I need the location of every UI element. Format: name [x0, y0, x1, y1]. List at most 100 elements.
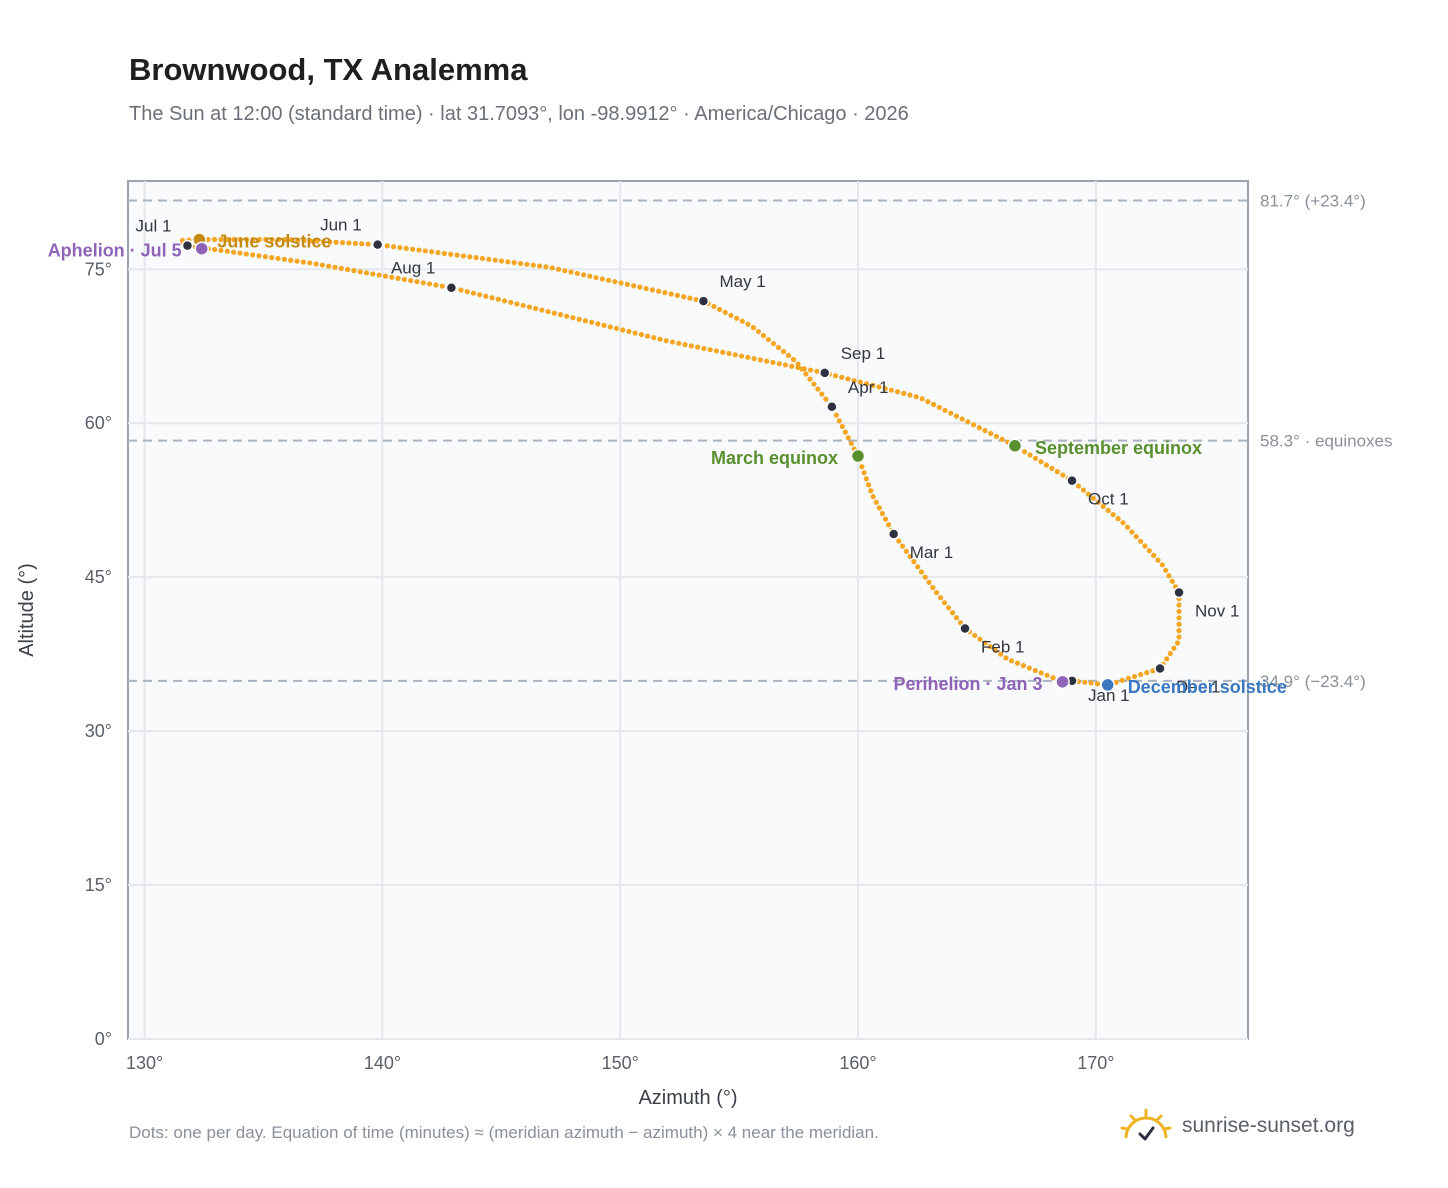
daily-dot	[780, 348, 787, 355]
x-tick-label: 130°	[126, 1053, 163, 1073]
event-marker	[194, 241, 209, 256]
daily-dot	[301, 237, 307, 244]
month-marker	[371, 238, 384, 251]
daily-dot	[1119, 677, 1125, 683]
month-marker	[1173, 586, 1185, 599]
y-tick-label: 0°	[95, 1029, 112, 1049]
daily-dot	[734, 315, 740, 321]
daily-dot	[775, 344, 782, 351]
daily-dot	[832, 373, 839, 379]
daily-dot	[888, 387, 894, 393]
brand-logo[interactable]: sunrise-sunset.org	[1120, 1104, 1355, 1148]
daily-dot	[1125, 675, 1132, 682]
brand-name[interactable]: sunrise-sunset.org	[1182, 1114, 1355, 1137]
daily-dot	[332, 264, 338, 270]
daily-dot	[1032, 455, 1039, 461]
event-marker	[1007, 438, 1023, 454]
daily-dot	[1167, 650, 1173, 657]
daily-dot	[870, 494, 876, 500]
daily-dot	[351, 268, 357, 274]
daily-dot	[811, 381, 817, 387]
event-label: March equinox	[711, 448, 838, 468]
daily-dot	[1169, 578, 1175, 584]
daily-dot	[333, 239, 339, 245]
daily-dot	[467, 254, 473, 260]
daily-dot	[998, 651, 1004, 657]
chart-title: Brownwood, TX Analemma	[129, 52, 528, 87]
daily-dot	[479, 255, 486, 262]
daily-dot	[1100, 503, 1106, 510]
daily-dot	[695, 344, 701, 350]
daily-dot	[454, 252, 460, 258]
daily-dot	[1133, 534, 1139, 540]
daily-dot	[750, 325, 756, 331]
month-marker	[818, 367, 831, 379]
daily-dot	[433, 282, 439, 288]
month-label: Mar 1	[910, 543, 953, 562]
daily-dot	[464, 289, 470, 295]
daily-dot	[473, 255, 479, 261]
daily-dot	[1120, 520, 1126, 526]
daily-dot	[1094, 681, 1101, 687]
daily-dot	[618, 280, 624, 286]
daily-dot	[770, 359, 776, 366]
daily-dot	[620, 327, 626, 333]
daily-dot	[517, 260, 524, 267]
daily-dot	[688, 343, 694, 349]
daily-dot	[389, 274, 395, 280]
daily-dot	[231, 249, 237, 255]
daily-dot	[976, 425, 982, 431]
daily-dot	[1008, 658, 1015, 664]
daily-dot	[595, 321, 601, 327]
daily-dot	[593, 274, 599, 281]
daily-dot	[1090, 495, 1096, 501]
daily-dot	[755, 328, 762, 335]
daily-dot	[949, 610, 956, 616]
y-tick-label: 15°	[85, 875, 112, 895]
daily-dot	[1088, 680, 1094, 686]
month-label: Oct 1	[1088, 490, 1129, 509]
plot-area	[127, 180, 1249, 1040]
daily-dot	[1176, 602, 1182, 608]
daily-dot	[231, 236, 237, 243]
daily-dot	[681, 294, 687, 300]
daily-dot	[320, 238, 326, 245]
daily-dot	[570, 315, 576, 321]
daily-dot	[839, 374, 845, 380]
daily-dot	[1049, 465, 1055, 471]
daily-dot	[925, 399, 931, 405]
daily-dot	[599, 276, 605, 282]
daily-dot	[460, 253, 467, 259]
daily-dot	[722, 309, 728, 315]
daily-dot	[294, 258, 300, 264]
footnote: Dots: one per day. Equation of time (min…	[129, 1123, 879, 1142]
daily-dot	[711, 303, 717, 310]
daily-dot	[682, 342, 688, 348]
daily-dot	[638, 331, 644, 338]
daily-dot	[397, 244, 403, 251]
daily-dot	[785, 352, 792, 359]
daily-dot	[1038, 459, 1044, 465]
daily-dot	[907, 392, 913, 398]
daily-dot	[936, 404, 942, 411]
daily-dot	[587, 273, 593, 279]
daily-dot	[1032, 667, 1038, 674]
daily-dot	[537, 263, 543, 269]
daily-dot	[263, 236, 269, 243]
daily-dot	[326, 263, 332, 269]
event-label: Aphelion · Jul 5	[48, 241, 182, 261]
daily-dot	[833, 412, 839, 418]
daily-dot	[613, 325, 620, 332]
daily-dot	[823, 396, 829, 402]
daily-dot	[498, 258, 505, 264]
daily-dot	[861, 470, 867, 476]
daily-dot	[676, 340, 682, 346]
reference-line-label: 58.3° · equinoxes	[1260, 432, 1393, 451]
daily-dot	[435, 249, 441, 256]
daily-dot	[879, 510, 886, 517]
daily-dot	[514, 301, 520, 307]
daily-dot	[948, 410, 954, 416]
daily-dot	[953, 615, 960, 621]
daily-dot	[1082, 679, 1088, 685]
daily-dot	[913, 394, 919, 400]
